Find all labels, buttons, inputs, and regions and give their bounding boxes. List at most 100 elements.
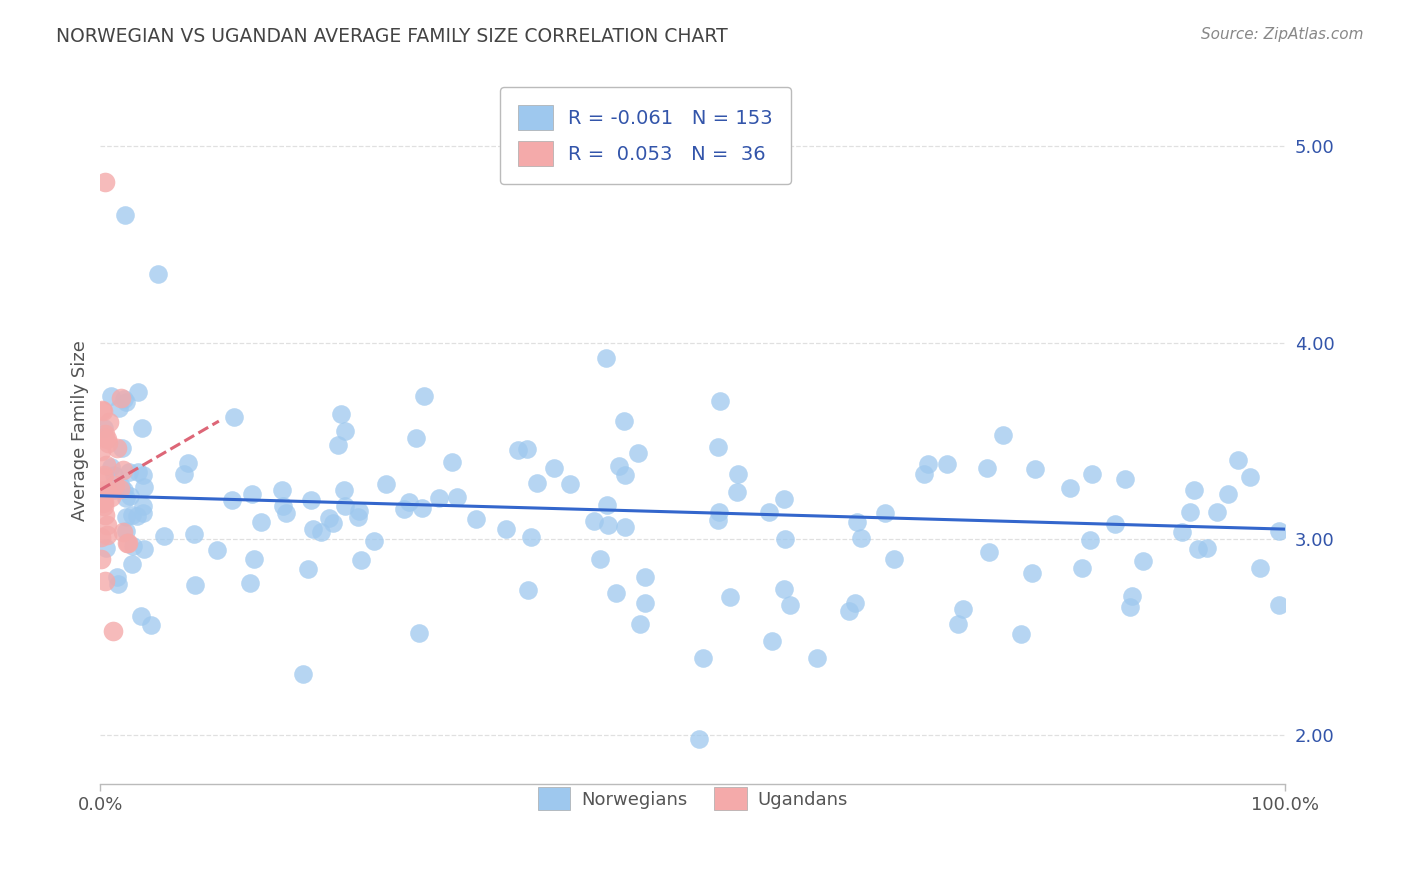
Point [132,479,155,493]
Point [271,499,294,513]
Point [297,562,319,576]
Point [605,585,627,599]
Point [1226,453,1249,467]
Point [374,477,396,491]
Point [846,515,869,529]
Point [1104,517,1126,532]
Point [595,351,617,365]
Point [115,536,138,550]
Point [1197,541,1219,555]
Point [526,476,548,491]
Point [148,267,170,281]
Point [274,506,297,520]
Point [91,469,114,483]
Point [465,511,488,525]
Y-axis label: Average Family Size: Average Family Size [72,341,89,521]
Point [122,539,145,553]
Point [1268,598,1291,612]
Point [1249,561,1271,575]
Point [977,545,1000,559]
Point [177,456,200,470]
Point [100,459,122,474]
Point [221,493,243,508]
Point [93,430,115,444]
Point [706,441,728,455]
Point [936,457,959,471]
Point [90,484,112,499]
Point [93,495,115,509]
Point [952,602,974,616]
Point [627,446,650,460]
Point [111,463,134,477]
Point [90,530,112,544]
Point [517,583,540,598]
Point [405,431,427,445]
Point [772,582,794,596]
Point [398,495,420,509]
Point [318,511,340,525]
Point [806,651,828,665]
Point [349,504,371,518]
Point [1205,505,1227,519]
Point [427,491,450,505]
Point [129,609,152,624]
Point [302,522,325,536]
Point [96,458,118,472]
Point [596,498,619,512]
Point [222,410,245,425]
Point [110,391,132,405]
Legend: Norwegians, Ugandans: Norwegians, Ugandans [523,772,862,825]
Point [363,534,385,549]
Point [394,502,416,516]
Point [98,415,121,429]
Point [100,491,122,505]
Text: Source: ZipAtlas.com: Source: ZipAtlas.com [1201,27,1364,42]
Point [844,596,866,610]
Point [93,499,115,513]
Point [1178,505,1201,519]
Point [779,599,801,613]
Point [91,404,114,418]
Point [1119,599,1142,614]
Point [912,467,935,481]
Point [91,483,114,498]
Point [108,483,131,497]
Point [90,552,112,566]
Point [118,466,141,480]
Point [299,493,322,508]
Point [772,491,794,506]
Point [240,487,263,501]
Point [291,666,314,681]
Point [94,541,117,556]
Point [1071,560,1094,574]
Point [589,552,612,566]
Point [91,496,114,510]
Point [105,570,128,584]
Point [976,460,998,475]
Point [93,574,115,589]
Point [725,485,748,500]
Point [184,578,207,592]
Point [118,489,141,503]
Point [1010,627,1032,641]
Point [598,518,620,533]
Point [94,175,117,189]
Point [328,438,350,452]
Point [97,436,120,450]
Point [333,499,356,513]
Point [1170,524,1192,539]
Point [692,651,714,665]
Point [90,484,112,499]
Point [917,457,939,471]
Point [96,483,118,497]
Point [516,442,538,456]
Point [242,552,264,566]
Point [105,442,128,456]
Point [350,553,373,567]
Point [131,421,153,435]
Point [121,508,143,523]
Point [1021,566,1043,581]
Point [709,393,731,408]
Point [322,516,344,531]
Point [727,467,749,482]
